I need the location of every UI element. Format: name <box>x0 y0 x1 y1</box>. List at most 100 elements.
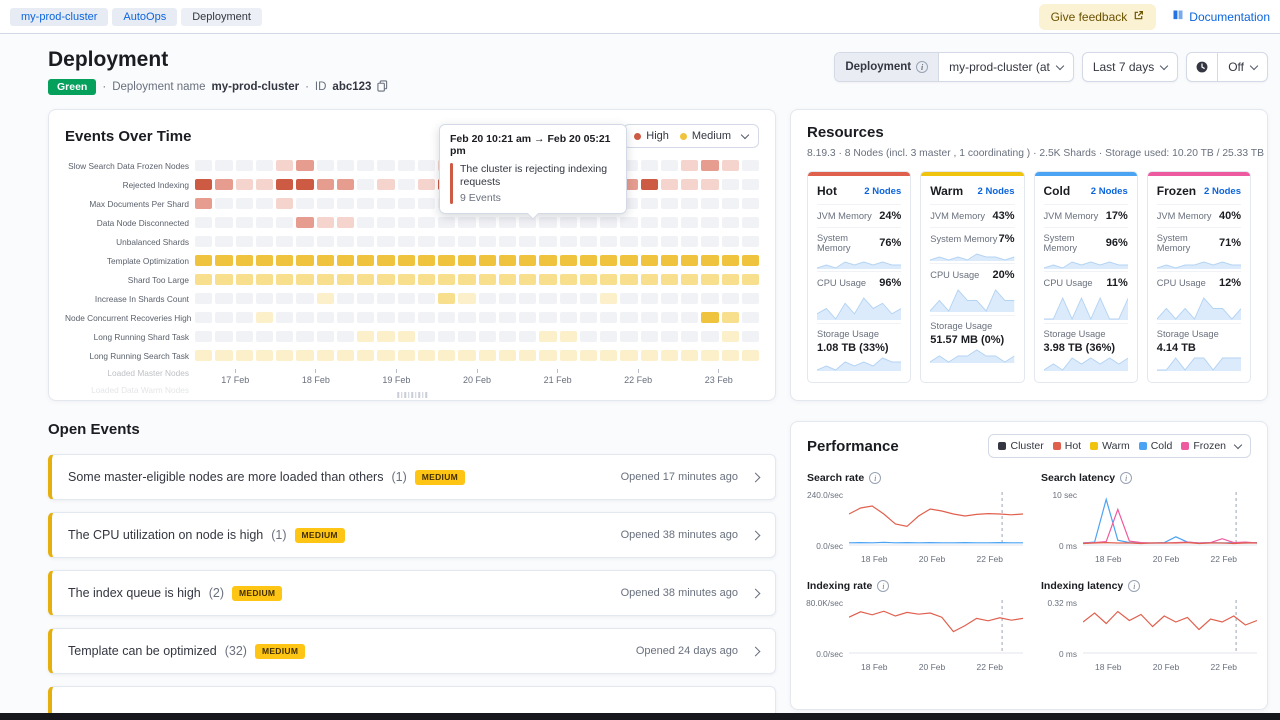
heatmap-cell[interactable] <box>438 274 456 285</box>
heatmap-cell[interactable] <box>336 198 354 209</box>
heatmap-cell[interactable] <box>539 274 557 285</box>
heatmap-cell[interactable] <box>336 331 354 342</box>
heatmap-cell[interactable] <box>215 312 233 323</box>
heatmap-cell[interactable] <box>559 274 577 285</box>
heatmap-cell[interactable] <box>681 179 699 190</box>
heatmap-cell[interactable] <box>235 312 253 323</box>
heatmap-cell[interactable] <box>336 217 354 228</box>
heatmap-cell[interactable] <box>559 293 577 304</box>
heatmap-cell[interactable] <box>255 217 273 228</box>
tier-nodes-link[interactable]: 2 Nodes <box>1090 185 1128 197</box>
heatmap-cell[interactable] <box>458 350 476 361</box>
heatmap-cell[interactable] <box>438 350 456 361</box>
heatmap-cell[interactable] <box>357 217 375 228</box>
heatmap-cell[interactable] <box>559 236 577 247</box>
info-icon[interactable]: i <box>869 472 882 484</box>
heatmap-cell[interactable] <box>357 255 375 266</box>
heatmap-cell[interactable] <box>235 217 253 228</box>
heatmap-cell[interactable] <box>741 274 759 285</box>
heatmap-cell[interactable] <box>579 312 597 323</box>
heatmap-cell[interactable] <box>519 312 537 323</box>
heatmap-cell[interactable] <box>640 198 658 209</box>
heatmap-cell[interactable] <box>741 312 759 323</box>
heatmap-cell[interactable] <box>255 274 273 285</box>
heatmap-cell[interactable] <box>579 331 597 342</box>
heatmap-cell[interactable] <box>600 217 618 228</box>
tier-nodes-link[interactable]: 2 Nodes <box>1204 185 1241 197</box>
heatmap-cell[interactable] <box>195 236 213 247</box>
heatmap-cell[interactable] <box>660 217 678 228</box>
heatmap-cell[interactable] <box>195 255 213 266</box>
performance-legend[interactable]: Cluster Hot Warm Cold Frozen <box>988 434 1251 458</box>
heatmap-cell[interactable] <box>458 217 476 228</box>
heatmap-cell[interactable] <box>316 217 334 228</box>
info-icon[interactable]: i <box>877 580 890 592</box>
heatmap-cell[interactable] <box>316 293 334 304</box>
heatmap-cell[interactable] <box>397 160 415 171</box>
heatmap-cell[interactable] <box>215 255 233 266</box>
deployment-select[interactable]: my-prod-cluster (at <box>939 53 1073 81</box>
heatmap-cell[interactable] <box>235 293 253 304</box>
heatmap-cell[interactable] <box>397 293 415 304</box>
heatmap-cell[interactable] <box>417 312 435 323</box>
heatmap-cell[interactable] <box>539 350 557 361</box>
heatmap-cell[interactable] <box>620 350 638 361</box>
info-icon[interactable]: i <box>916 61 929 73</box>
heatmap-cell[interactable] <box>519 217 537 228</box>
heatmap-cell[interactable] <box>316 236 334 247</box>
heatmap-cell[interactable] <box>195 217 213 228</box>
heatmap-cell[interactable] <box>336 255 354 266</box>
heatmap-cell[interactable] <box>235 198 253 209</box>
heatmap-cell[interactable] <box>640 179 658 190</box>
heatmap-cell[interactable] <box>296 217 314 228</box>
heatmap-cell[interactable] <box>701 236 719 247</box>
heatmap-cell[interactable] <box>316 274 334 285</box>
heatmap-cell[interactable] <box>559 217 577 228</box>
heatmap-cell[interactable] <box>336 274 354 285</box>
heatmap-cell[interactable] <box>660 331 678 342</box>
heatmap-cell[interactable] <box>195 160 213 171</box>
heatmap-cell[interactable] <box>195 312 213 323</box>
heatmap-cell[interactable] <box>397 217 415 228</box>
give-feedback-button[interactable]: Give feedback <box>1038 3 1157 30</box>
heatmap-cell[interactable] <box>681 274 699 285</box>
heatmap-cell[interactable] <box>276 274 294 285</box>
heatmap-cell[interactable] <box>438 312 456 323</box>
heatmap-cell[interactable] <box>397 198 415 209</box>
heatmap-cell[interactable] <box>519 236 537 247</box>
heatmap-cell[interactable] <box>600 274 618 285</box>
heatmap-cell[interactable] <box>721 160 739 171</box>
heatmap-cell[interactable] <box>458 236 476 247</box>
heatmap-cell[interactable] <box>620 179 638 190</box>
heatmap-cell[interactable] <box>397 274 415 285</box>
heatmap-cell[interactable] <box>539 331 557 342</box>
heatmap-cell[interactable] <box>579 350 597 361</box>
heatmap-cell[interactable] <box>377 198 395 209</box>
heatmap-cell[interactable] <box>316 179 334 190</box>
heatmap-cell[interactable] <box>255 350 273 361</box>
heatmap-cell[interactable] <box>478 312 496 323</box>
heatmap-cell[interactable] <box>296 350 314 361</box>
heatmap-cell[interactable] <box>215 217 233 228</box>
heatmap-cell[interactable] <box>377 179 395 190</box>
heatmap-cell[interactable] <box>215 274 233 285</box>
heatmap-cell[interactable] <box>681 160 699 171</box>
heatmap-cell[interactable] <box>600 236 618 247</box>
heatmap-cell[interactable] <box>276 331 294 342</box>
heatmap-cell[interactable] <box>620 236 638 247</box>
heatmap-cell[interactable] <box>357 331 375 342</box>
heatmap-cell[interactable] <box>741 350 759 361</box>
heatmap-cell[interactable] <box>438 217 456 228</box>
heatmap-cell[interactable] <box>296 255 314 266</box>
documentation-link[interactable]: Documentation <box>1172 9 1270 24</box>
heatmap-cell[interactable] <box>397 179 415 190</box>
heatmap-cell[interactable] <box>498 274 516 285</box>
heatmap-cell[interactable] <box>620 217 638 228</box>
heatmap-cell[interactable] <box>539 217 557 228</box>
heatmap-cell[interactable] <box>721 350 739 361</box>
heatmap-cell[interactable] <box>600 312 618 323</box>
heatmap-cell[interactable] <box>579 293 597 304</box>
heatmap-cell[interactable] <box>498 255 516 266</box>
heatmap-cell[interactable] <box>357 350 375 361</box>
heatmap-cell[interactable] <box>498 331 516 342</box>
